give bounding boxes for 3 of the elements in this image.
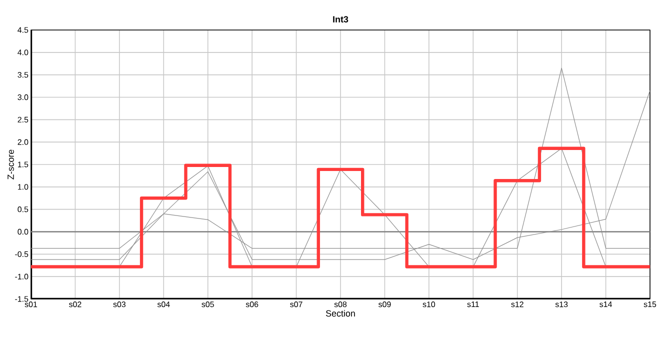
chart-title: Int3 [333,16,348,22]
y-axis-title: Z-score [8,150,14,180]
x-axis-title: Section [326,310,355,317]
